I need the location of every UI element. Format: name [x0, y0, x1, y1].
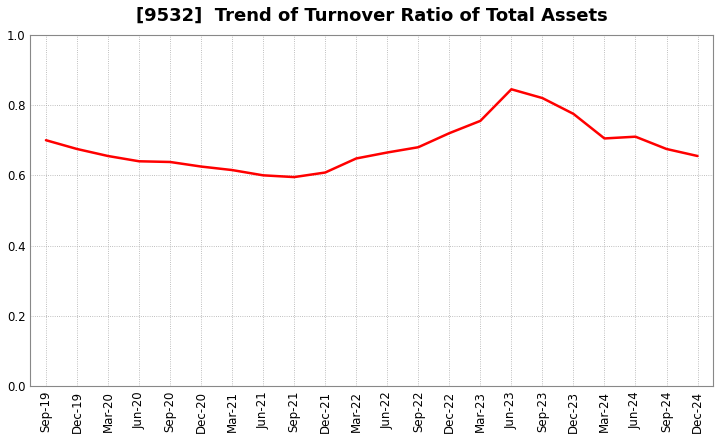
- Title: [9532]  Trend of Turnover Ratio of Total Assets: [9532] Trend of Turnover Ratio of Total …: [136, 7, 608, 25]
